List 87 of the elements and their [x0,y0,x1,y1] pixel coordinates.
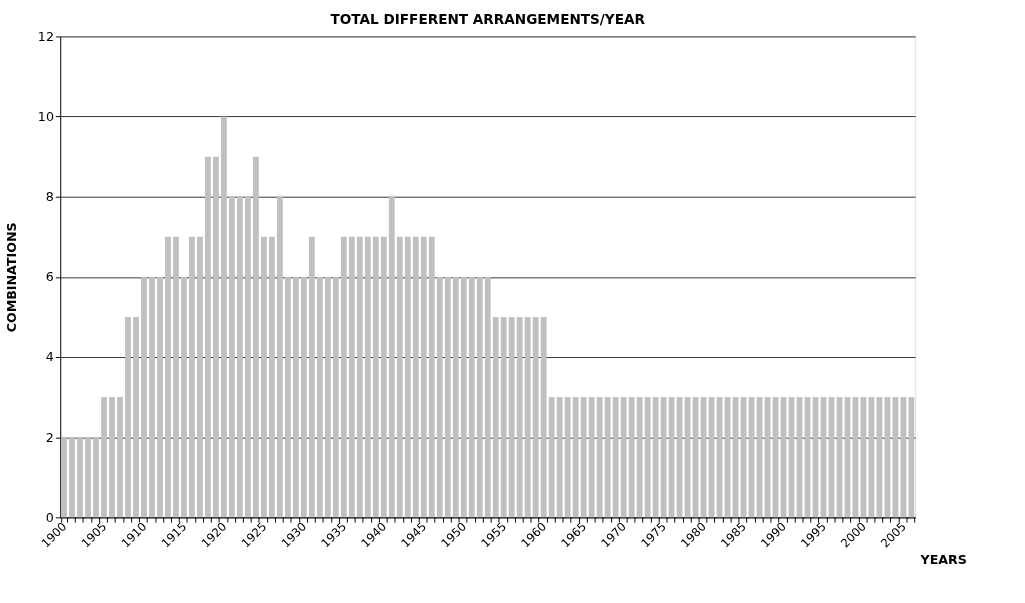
bar [492,316,499,518]
bar [93,437,99,518]
bar [516,316,523,518]
bar [612,397,619,518]
bar [149,276,155,518]
bar [364,236,371,518]
bar [125,316,131,518]
bar [644,397,651,518]
bar [221,116,227,518]
bar [141,276,147,518]
bar [540,316,547,518]
bar [460,276,467,518]
bar [205,156,211,518]
bar [213,156,219,518]
bar [109,397,115,518]
bar [284,276,291,518]
bar [276,196,283,518]
bar [436,276,443,518]
bar [157,276,163,518]
bar [444,276,451,518]
bar [524,316,531,518]
y-tick-label: 8 [45,189,54,205]
bar [420,236,427,518]
bar [316,276,323,518]
bar [324,276,331,518]
bar [61,437,67,518]
bar [604,397,611,518]
bar [85,437,91,518]
bar [428,236,435,518]
bar [117,397,123,518]
y-tick-label: 0 [45,509,54,525]
bar [189,236,195,518]
bar [396,236,403,518]
y-tick-label: 6 [45,269,54,285]
bar [181,276,187,518]
bar [588,397,595,518]
bar [380,236,387,518]
bar [532,316,539,518]
bar [372,236,379,518]
bar [412,236,419,518]
bar [133,316,139,518]
bar [236,196,243,518]
y-tick-label: 10 [37,108,54,124]
bar [292,276,299,518]
bar [244,196,251,518]
bar [332,276,339,518]
bar [77,437,83,518]
bar [300,276,307,518]
y-tick-label: 2 [45,429,54,445]
bar [101,397,107,518]
chart-title: TOTAL DIFFERENT ARRANGEMENTS/YEAR [330,10,646,27]
bar [660,397,667,518]
bar [500,316,507,518]
bar [252,156,259,518]
x-axis-title: YEARS [919,552,967,568]
y-axis-title: COMBINATIONS [3,222,19,333]
bar [636,397,643,518]
bar [628,397,635,518]
bar [388,196,395,518]
bar [356,236,363,518]
bar [308,236,315,518]
bar [580,397,587,518]
bar [173,236,179,518]
bar [668,397,675,518]
bar [69,437,75,518]
bar [229,196,235,518]
y-tick-label: 4 [45,349,54,365]
bar [572,397,579,518]
bar [652,397,659,518]
bar [484,276,491,518]
bar [468,276,475,518]
bar [596,397,603,518]
bar [476,276,483,518]
bar [508,316,515,518]
bar [340,236,347,518]
bar [165,236,171,518]
bar [268,236,275,518]
bar [452,276,459,518]
bar [556,397,563,518]
bar [197,236,203,518]
bar [620,397,627,518]
bar [260,236,267,518]
y-tick-label: 12 [37,28,54,44]
bar [564,397,571,518]
bar [348,236,355,518]
bar [548,397,555,518]
bar [404,236,411,518]
